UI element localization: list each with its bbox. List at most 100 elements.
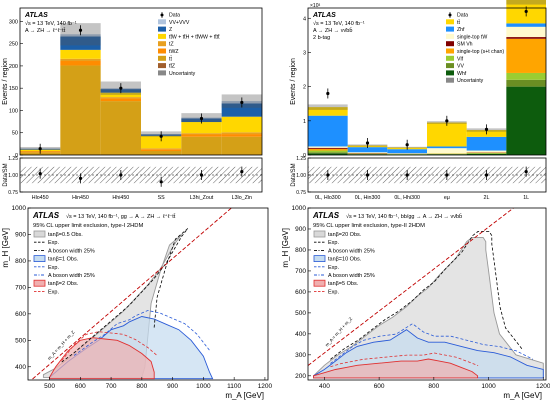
category-label: 0L, Hhi300 [394,195,420,201]
category-label: 0L, Hin300 [355,195,381,201]
ratio-point [484,173,489,177]
expected-limit-curve [61,331,158,362]
data-point [405,143,409,147]
bar-segment [387,149,427,154]
bar-segment [181,122,222,134]
y-tick-label: 700 [295,268,306,275]
bar-segment [506,26,546,38]
bar-segment [60,34,101,37]
bar-segment [347,147,388,153]
legend-label: tt̄ [457,19,460,26]
legend-swatch [158,26,166,32]
x-tick-label: 600 [374,383,385,390]
annotation-line: √s = 13 TeV, 140 fb⁻¹, bb/gg → A → ZH → … [346,213,462,220]
legend-swatch [313,279,326,287]
legend-label: tanβ=1 Obs. [48,257,79,263]
y-tick-label: 150 [9,86,18,92]
expected-limit-curve [73,310,210,356]
atlas-label: ATLAS [32,211,60,220]
bar-segment [221,132,262,135]
bar-segment [466,150,507,153]
y-tick-label: 100 [9,108,18,114]
ratio-uncertainty-band [308,166,546,184]
bar-segment [60,65,101,155]
legend-swatch [158,41,166,47]
data-point [119,86,123,90]
category-label: Hhi450 [112,195,129,201]
ratio-point [445,173,449,177]
annotation-line: 2 b-tag [313,35,330,41]
y-tick-label: 300 [295,352,306,359]
uncertainty-band [506,0,546,5]
category-label: 1L [523,195,529,201]
main-axes-frame [307,7,547,156]
legend-swatch [446,19,454,25]
data-point [159,134,163,138]
legend-swatch [158,55,166,61]
ratio-point [78,176,83,180]
legend-label: Data [457,13,468,19]
x-axis-label: m_A [GeV] [503,391,542,400]
legend-label: tt̄ [169,56,172,63]
bar-segment [466,152,507,154]
legend-swatch [33,230,46,238]
bar-segment [427,122,467,147]
bar-segment [100,98,141,102]
legend-label: Exp. [48,265,59,271]
bar-segment [60,49,101,59]
bar-segment [506,37,546,39]
y-tick-label: 0 [15,153,18,159]
ratio-point [240,170,244,174]
data-point [365,141,370,145]
ratio-point [405,173,409,177]
bar-segment [181,133,222,135]
legend-label: A boson width 25% [48,248,95,254]
ratio-point [524,170,528,174]
bar-segment [100,97,141,99]
bar-segment [506,72,546,80]
legend-label: single-top (s+t chan) [457,49,504,55]
bar-segment [308,115,348,147]
bar-segment [308,153,348,155]
atlas-label: ATLAS [312,12,336,19]
bar-segment [506,86,546,155]
ratio-y-tick-label: 1.00 [8,173,18,179]
bar-segment [181,136,222,155]
bar-segment [506,38,546,73]
category-label: Hin450 [72,195,89,201]
uncertainty-band [308,104,348,110]
legend-label: tt̄Z [169,63,175,70]
legend-swatch [158,48,166,54]
ratio-point [365,173,370,177]
diagonal-boundary [308,208,515,366]
bar-segment [141,149,182,151]
y-tick-label: 300 [9,19,18,25]
legend-swatch [158,19,166,25]
y-tick-label: 400 [295,331,306,338]
y-multiplier: ×10³ [310,3,320,9]
legend-label: Z [169,27,172,33]
bar-panel-tl: 0 50 100 150 200 250 300 Events / region 0.75 1.0… [2,7,263,201]
bar-segment [308,146,348,148]
data-point [524,9,528,14]
bar-segment [181,134,222,137]
exclusion-region [49,337,155,380]
bar-segment [308,152,348,154]
ratio-y-tick-label: 1.00 [296,173,306,179]
legend-swatch [158,33,166,39]
legend-label: Exp. [48,240,59,246]
y-tick-label: 600 [15,311,26,318]
category-label: Hlo450 [32,195,49,201]
y-tick-label: 50 [12,131,18,137]
x-tick-label: 700 [106,383,117,390]
legend-label: Uncertainty [457,78,484,84]
legend-swatch [446,55,454,61]
legend-swatch [446,41,454,47]
y-tick-label: 1000 [12,205,27,212]
y-axis-label: m_H [GeV] [1,228,10,268]
y-tick-label: 600 [295,289,306,296]
legend-label: Exp. [328,265,339,271]
data-point [240,100,244,105]
legend-swatch [158,63,166,69]
